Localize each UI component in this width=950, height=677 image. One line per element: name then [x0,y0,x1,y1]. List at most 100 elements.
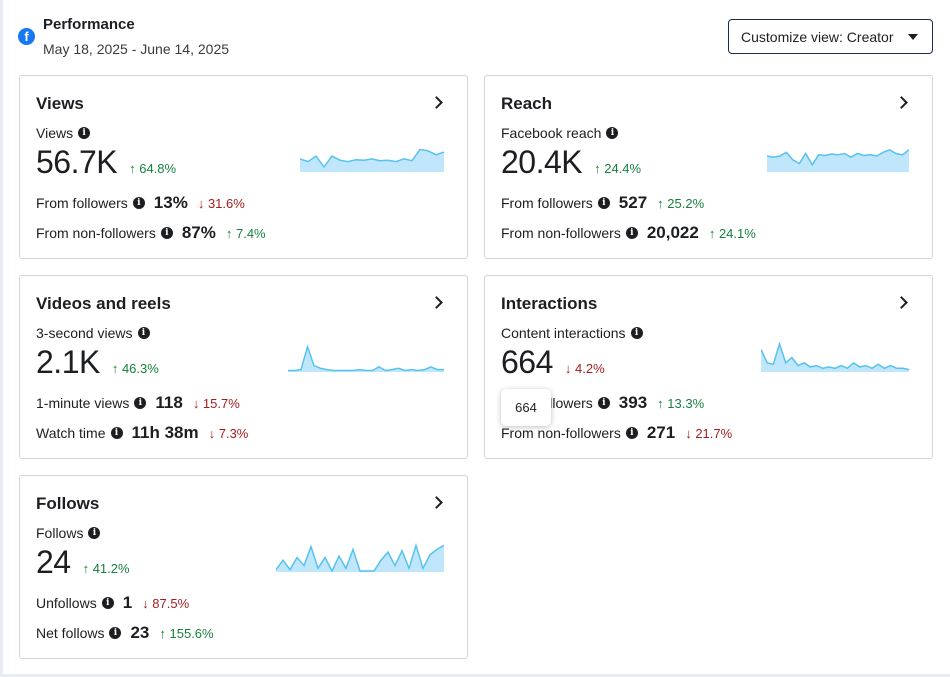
sub-metric-value: 20,022 [646,223,699,242]
sparkline-chart[interactable] [767,144,909,172]
sub-metric-label: From non-followers [501,425,621,441]
sub-metric-value: 11h 38m [131,423,199,442]
sub-metric-row: From non-followers i 87% ↑ 7.4% [36,223,266,243]
info-icon[interactable]: i [110,427,123,439]
metric-change: ↓ 4.2% [564,361,605,376]
metric-value-row: 56.7K ↑ 64.8% [36,144,176,181]
info-icon[interactable]: i [101,597,114,609]
sparkline-line [767,148,909,167]
views-card[interactable]: Views Views i 56.7K ↑ 64.8% From follower… [19,75,468,259]
metric-label: 3-second views i [36,325,150,341]
info-icon[interactable]: i [137,327,150,339]
sub-metric-value: 271 [646,423,676,442]
metric-value: 664 [501,344,553,380]
metric-value: 2.1K [36,344,100,380]
metric-value: 20.4K [501,144,583,180]
sub-metric-value: 527 [618,193,648,212]
sub-metric-row: From non-followers i 271 ↓ 21.7% [501,423,732,443]
info-icon[interactable]: i [606,127,619,139]
info-icon[interactable]: i [625,427,638,439]
sub-metric-label: Net follows [36,625,105,641]
info-icon[interactable]: i [134,397,147,409]
info-icon[interactable]: i [132,197,145,209]
sub-metric-value: 393 [618,393,648,412]
metric-label: Facebook reach i [501,125,619,141]
card-title: Reach [501,94,553,113]
sub-metric-change: ↑ 7.4% [225,225,266,241]
sub-metric-row: Net follows i 23 ↑ 155.6% [36,623,214,643]
info-icon[interactable]: i [109,627,122,639]
metric-label: Content interactions i [501,325,643,341]
sub-metric-row: Unfollows i 1 ↓ 87.5% [36,593,189,613]
facebook-icon: f [18,28,35,45]
card-title: Interactions [501,294,598,313]
sparkline-line [761,342,909,371]
info-icon[interactable]: i [630,327,643,339]
info-icon[interactable]: i [78,127,91,139]
customize-view-dropdown[interactable]: Customize view: Creator [728,19,933,54]
follows-card[interactable]: Follows Follows i 24 ↑ 41.2% Unfollows i 1 ↓… [19,475,468,659]
card-title: Follows [36,494,100,513]
sub-metric-label: From non-followers [36,225,156,241]
sub-metric-value: 1 [122,593,133,612]
sparkline-chart[interactable] [288,342,444,372]
metric-value-row: 20.4K ↑ 24.4% [501,144,641,181]
sub-metric-value: 13% [153,193,188,212]
metric-label-text: Views [36,125,74,141]
metric-label: Views i [36,125,91,141]
info-icon[interactable]: i [597,397,610,409]
metric-change: ↑ 41.2% [82,561,130,576]
sub-metric-label: Unfollows [36,595,97,611]
card-title: Views [36,94,84,113]
sparkline-chart[interactable] [761,342,909,372]
page-title: Performance [43,16,135,33]
metric-change: ↑ 46.3% [111,361,159,376]
sub-metric-label: 1-minute views [36,395,130,411]
sparkline-line [276,542,444,572]
sub-metric-change: ↑ 25.2% [657,195,705,211]
sparkline-area [767,149,909,172]
sub-metric-value: 87% [181,223,216,242]
info-icon[interactable]: i [597,197,610,209]
caret-down-icon [908,34,918,40]
chevron-right-icon[interactable] [430,296,443,309]
sparkline-line [300,148,444,169]
sub-metric-row: From followers i 13% ↓ 31.6% [36,193,245,213]
sparkline-chart[interactable] [276,542,444,572]
metric-value: 24 [36,544,71,580]
interactions-card[interactable]: Interactions Content interactions i 664 ↓… [484,275,933,459]
sub-metric-row: From followers i 527 ↑ 25.2% [501,193,704,213]
sub-metric-label: From non-followers [501,225,621,241]
sub-metric-change: ↓ 7.3% [208,425,249,441]
metric-value-row: 24 ↑ 41.2% [36,544,130,581]
customize-view-label: Customize view: Creator [741,28,894,45]
metric-value: 56.7K [36,144,118,180]
info-icon[interactable]: i [88,527,101,539]
sub-metric-label: From followers [36,195,128,211]
sub-metric-value: 118 [155,393,183,412]
videos-and-reels-card[interactable]: Videos and reels 3-second views i 2.1K ↑ … [19,275,468,459]
metric-label-text: 3-second views [36,325,133,341]
sparkline-area [300,149,444,172]
info-icon[interactable]: i [160,227,173,239]
reach-card[interactable]: Reach Facebook reach i 20.4K ↑ 24.4% From… [484,75,933,259]
info-icon[interactable]: i [625,227,638,239]
sub-metric-change: ↓ 87.5% [142,595,190,611]
chart-tooltip: 664 [501,389,551,426]
sparkline-line [288,344,444,372]
chevron-right-icon[interactable] [430,496,443,509]
sub-metric-change: ↓ 21.7% [685,425,733,441]
chevron-right-icon[interactable] [430,96,443,109]
sparkline-area [761,344,909,372]
sub-metric-label: Watch time [36,425,106,441]
chevron-right-icon[interactable] [895,96,908,109]
sub-metric-change: ↓ 31.6% [197,195,245,211]
sub-metric-change: ↑ 24.1% [708,225,756,241]
metric-change: ↑ 64.8% [129,161,177,176]
metric-label-text: Facebook reach [501,125,602,141]
metric-value-row: 664 ↓ 4.2% [501,344,605,381]
chevron-right-icon[interactable] [895,296,908,309]
sparkline-chart[interactable] [300,142,444,172]
date-range: May 18, 2025 - June 14, 2025 [43,41,230,57]
